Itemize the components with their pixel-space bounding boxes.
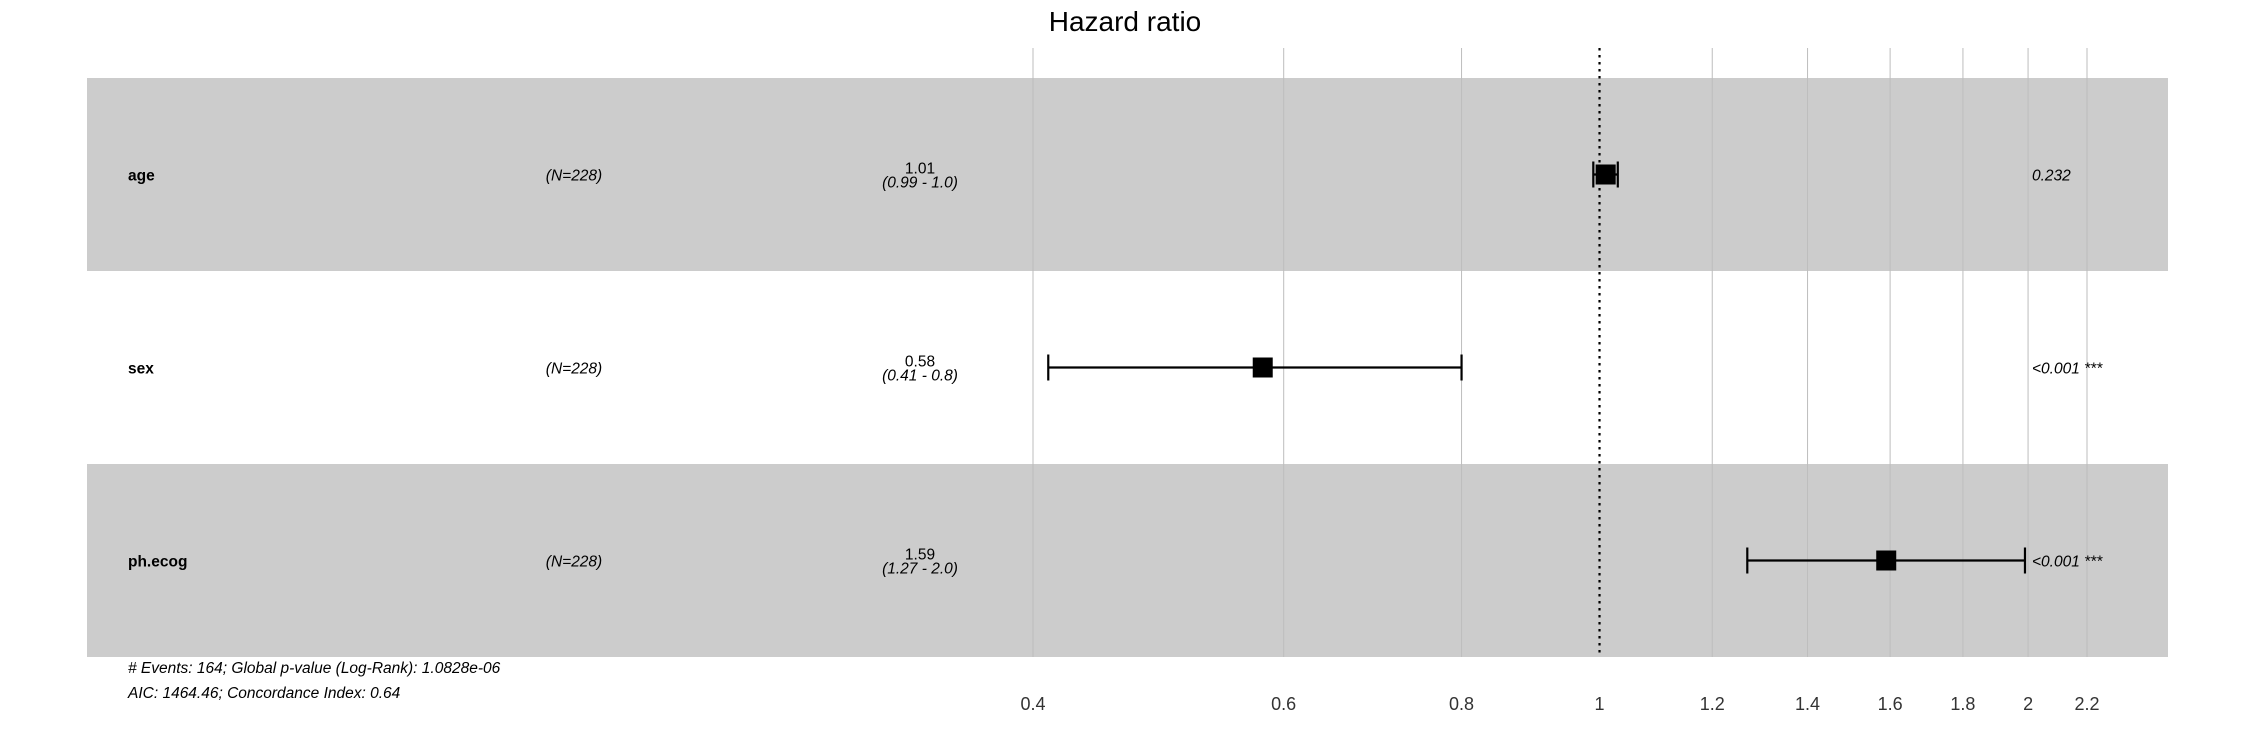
row-estimate-label: 1.01 [905,161,935,178]
row-ci-label: (0.99 - 1.0) [882,175,958,192]
x-tick-label-2.2: 2.2 [2074,694,2099,714]
x-tick-label-1.8: 1.8 [1950,694,1975,714]
row-n-label: (N=228) [546,168,602,185]
row-variable-label: age [128,168,155,185]
x-axis-ticks: 0.4 0.6 0.8 1 1.2 1.4 1.6 1.8 2 2.2 [1020,694,2099,714]
hr-point-sex [1252,357,1273,378]
row-n-label: (N=228) [546,554,602,571]
x-tick-label-1.2: 1.2 [1700,694,1725,714]
chart-title: Hazard ratio [1048,6,1202,37]
row-estimate-label: 1.59 [905,547,935,564]
row-estimate-label: 0.58 [905,354,935,371]
row-band-age [87,78,2168,271]
hazard-ratio-markers [1047,161,2027,574]
x-tick-label-1.6: 1.6 [1878,694,1903,714]
x-tick-label-2: 2 [2023,694,2033,714]
gridlines [1032,48,2088,657]
hr-point-age [1595,164,1616,185]
row-p-value-label: <0.001 *** [2032,554,2103,571]
x-tick-label-0.4: 0.4 [1020,694,1045,714]
x-tick-label-0.6: 0.6 [1271,694,1296,714]
x-tick-label-1: 1 [1595,694,1605,714]
row-n-label: (N=228) [546,361,602,378]
row-p-value-label: <0.001 *** [2032,361,2103,378]
row-variable-label: ph.ecog [128,554,187,571]
row-labels: age (N=228) 1.01(0.99 - 1.0) 0.232 sex (N=228… [128,161,2103,578]
hr-point-ph.ecog [1876,550,1897,571]
row-variable-label: sex [128,361,154,378]
row-ci-label: (1.27 - 2.0) [882,561,958,578]
x-tick-label-1.4: 1.4 [1795,694,1820,714]
footer-aic: AIC: 1464.46; Concordance Index: 0.64 [128,685,401,702]
x-tick-label-0.8: 0.8 [1449,694,1474,714]
row-p-value-label: 0.232 [2032,168,2071,185]
row-ci-label: (0.41 - 0.8) [882,368,958,385]
footer-events: # Events: 164; Global p-value (Log-Rank)… [128,660,501,677]
